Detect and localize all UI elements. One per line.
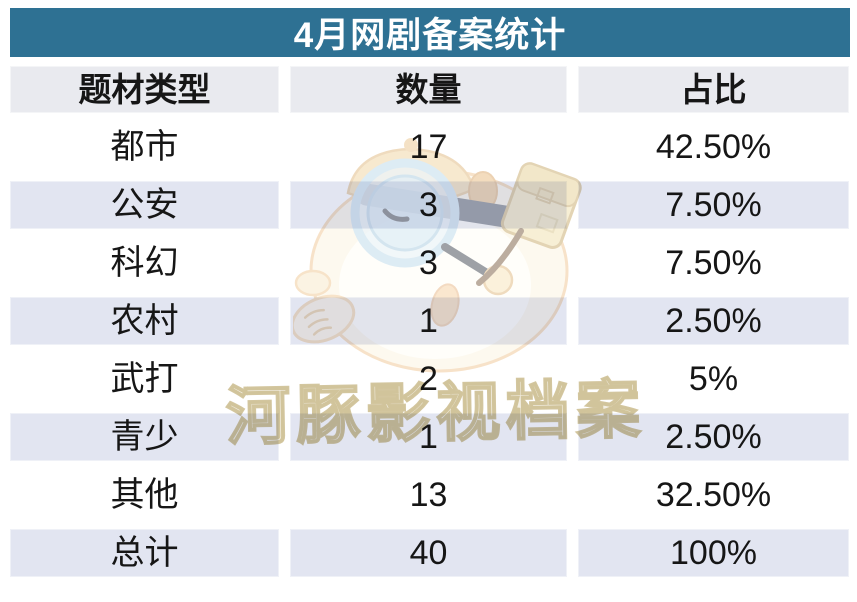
cell-percent: 100% xyxy=(578,529,849,577)
cell-percent: 32.50% xyxy=(578,471,849,519)
cell-count: 3 xyxy=(290,181,567,229)
cell-count: 1 xyxy=(290,413,567,461)
cell-count: 1 xyxy=(290,297,567,345)
cell-percent: 2.50% xyxy=(578,297,849,345)
cell-genre: 武打 xyxy=(10,355,279,403)
cell-count: 17 xyxy=(290,123,567,171)
table-row: 农村 1 2.50% xyxy=(10,297,849,345)
cell-genre: 都市 xyxy=(10,123,279,171)
header-cell-genre: 题材类型 xyxy=(10,66,279,113)
cell-count: 3 xyxy=(290,239,567,287)
cell-percent: 42.50% xyxy=(578,123,849,171)
cell-genre: 其他 xyxy=(10,471,279,519)
cell-count: 2 xyxy=(290,355,567,403)
header-cell-count: 数量 xyxy=(290,66,567,113)
cell-percent: 7.50% xyxy=(578,239,849,287)
cell-count: 40 xyxy=(290,529,567,577)
page-title: 4月网剧备案统计 xyxy=(10,8,850,57)
cell-genre: 公安 xyxy=(10,181,279,229)
cell-percent: 7.50% xyxy=(578,181,849,229)
stats-table: 题材类型 数量 占比 都市 17 42.50% 公安 3 7.50% 科幻 3 … xyxy=(10,66,849,587)
table-header-row: 题材类型 数量 占比 xyxy=(10,66,849,113)
table-row: 其他 13 32.50% xyxy=(10,471,849,519)
cell-percent: 5% xyxy=(578,355,849,403)
table-row: 武打 2 5% xyxy=(10,355,849,403)
table-row: 科幻 3 7.50% xyxy=(10,239,849,287)
cell-genre: 科幻 xyxy=(10,239,279,287)
cell-genre: 农村 xyxy=(10,297,279,345)
table-row-total: 总计 40 100% xyxy=(10,529,849,577)
cell-genre: 青少 xyxy=(10,413,279,461)
header-cell-percent: 占比 xyxy=(578,66,849,113)
cell-count: 13 xyxy=(290,471,567,519)
table-row: 青少 1 2.50% xyxy=(10,413,849,461)
cell-percent: 2.50% xyxy=(578,413,849,461)
cell-genre: 总计 xyxy=(10,529,279,577)
table-row: 公安 3 7.50% xyxy=(10,181,849,229)
table-row: 都市 17 42.50% xyxy=(10,123,849,171)
